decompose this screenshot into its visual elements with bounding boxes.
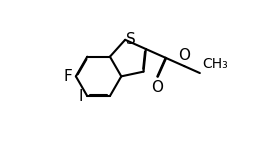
Text: I: I (79, 89, 83, 104)
Text: F: F (63, 69, 72, 84)
Text: O: O (151, 80, 163, 95)
Text: CH₃: CH₃ (202, 57, 228, 71)
Text: O: O (178, 48, 190, 63)
Text: S: S (126, 32, 136, 47)
